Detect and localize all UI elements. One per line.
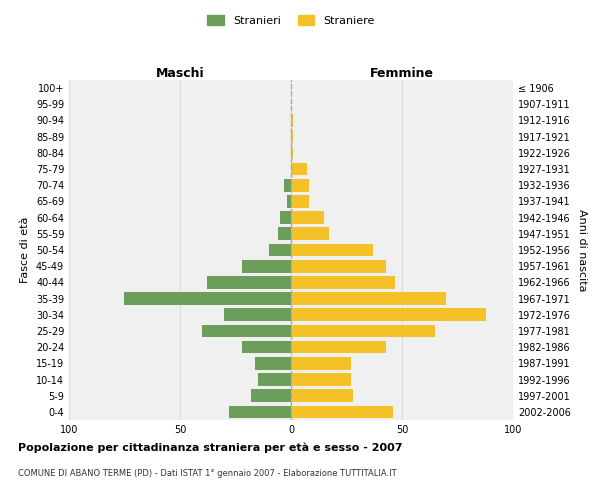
- Bar: [206, 276, 291, 288]
- Bar: [269, 244, 291, 256]
- Bar: [242, 260, 291, 272]
- Bar: [291, 146, 293, 159]
- Y-axis label: Fasce di età: Fasce di età: [20, 217, 30, 283]
- Text: Maschi: Maschi: [155, 67, 205, 80]
- Bar: [124, 292, 291, 305]
- Bar: [291, 373, 351, 386]
- Bar: [256, 357, 291, 370]
- Bar: [224, 308, 291, 321]
- Bar: [258, 373, 291, 386]
- Bar: [291, 341, 386, 353]
- Bar: [242, 341, 291, 353]
- Bar: [291, 244, 373, 256]
- Bar: [291, 308, 487, 321]
- Text: Popolazione per cittadinanza straniera per età e sesso - 2007: Popolazione per cittadinanza straniera p…: [18, 442, 403, 453]
- Bar: [291, 357, 351, 370]
- Bar: [291, 406, 393, 418]
- Y-axis label: Anni di nascita: Anni di nascita: [577, 208, 587, 291]
- Bar: [291, 179, 309, 192]
- Bar: [280, 212, 291, 224]
- Bar: [291, 390, 353, 402]
- Bar: [291, 324, 436, 338]
- Bar: [284, 179, 291, 192]
- Bar: [291, 195, 309, 207]
- Bar: [202, 324, 291, 338]
- Bar: [291, 292, 446, 305]
- Bar: [251, 390, 291, 402]
- Bar: [291, 114, 293, 127]
- Bar: [291, 260, 386, 272]
- Bar: [291, 162, 307, 175]
- Legend: Stranieri, Straniere: Stranieri, Straniere: [203, 11, 379, 30]
- Bar: [291, 276, 395, 288]
- Bar: [287, 195, 291, 207]
- Bar: [291, 228, 329, 240]
- Text: COMUNE DI ABANO TERME (PD) - Dati ISTAT 1° gennaio 2007 - Elaborazione TUTTITALI: COMUNE DI ABANO TERME (PD) - Dati ISTAT …: [18, 469, 397, 478]
- Text: Femmine: Femmine: [370, 67, 434, 80]
- Bar: [278, 228, 291, 240]
- Bar: [229, 406, 291, 418]
- Bar: [291, 130, 293, 143]
- Bar: [291, 212, 325, 224]
